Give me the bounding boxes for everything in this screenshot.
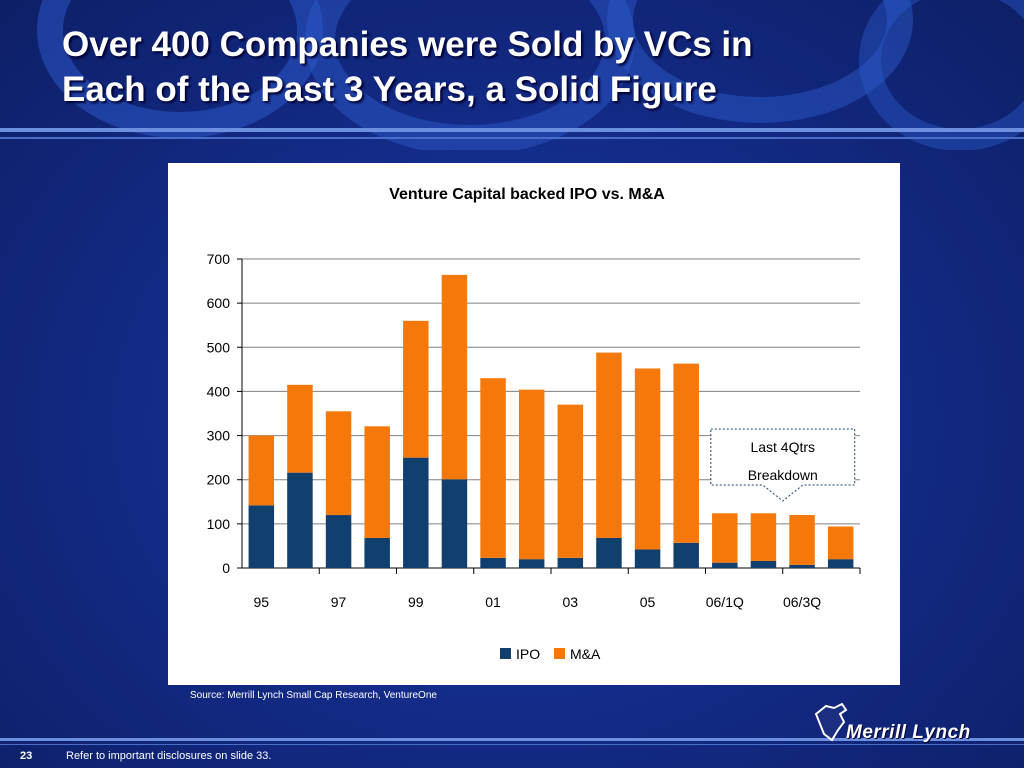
bar-ma: [364, 426, 390, 538]
x-tick-label: 06/1Q: [706, 594, 744, 610]
bar-ipo: [248, 505, 275, 568]
bar-ipo: [673, 542, 699, 568]
title-line-2: Each of the Past 3 Years, a Solid Figure: [62, 70, 717, 109]
logo-text: Merrill Lynch: [846, 722, 971, 743]
page-number: 23: [20, 750, 33, 762]
bar-ma: [557, 404, 584, 558]
bar-ma: [441, 274, 468, 480]
bar-ipo: [789, 564, 815, 568]
bar-ipo: [634, 549, 661, 568]
x-tick-label: 05: [640, 594, 656, 610]
footer-divider-thin: [0, 744, 1024, 745]
merrill-lynch-logo: Merrill Lynch: [812, 700, 1012, 750]
bar-ma: [673, 363, 699, 543]
bull-icon: [814, 702, 848, 742]
bar-ipo: [287, 472, 313, 568]
stacked-bar-chart: Venture Capital backed IPO vs. M&A 0 100 20…: [207, 186, 861, 662]
y-tick-label: 600: [207, 295, 231, 311]
bar-ma: [789, 515, 815, 565]
x-tick-label: 95: [254, 594, 270, 610]
y-tick-label: 200: [207, 472, 231, 488]
source-note: Source: Merrill Lynch Small Cap Research…: [190, 690, 437, 701]
callout-text: Last 4Qtrs: [750, 439, 815, 455]
y-tick-label: 500: [207, 339, 231, 355]
bar-ipo: [441, 479, 468, 568]
bar-ipo: [750, 560, 777, 568]
legend-label-ma: M&A: [570, 646, 601, 662]
bar-ma: [827, 526, 854, 560]
background-swirl: [37, 0, 1024, 150]
bar-ma: [596, 352, 622, 538]
footer-divider: [0, 738, 1024, 741]
bar-ma: [518, 389, 545, 560]
y-tick-label: 300: [207, 428, 231, 444]
x-tick-label: 01: [485, 594, 501, 610]
bar-ipo: [557, 557, 584, 568]
bar-ipo: [827, 559, 854, 568]
bar-ipo: [480, 557, 506, 568]
header-divider: [0, 128, 1024, 132]
header-divider-thin: [0, 137, 1024, 139]
legend-swatch-ma: [554, 648, 565, 659]
bar-ipo: [325, 515, 352, 568]
slide-title: Over 400 Companies were Sold by VCs in E…: [62, 22, 962, 112]
bar-ipo: [596, 537, 622, 568]
bar-ma: [480, 378, 506, 558]
x-tick-label: 99: [408, 594, 424, 610]
y-tick-label: 400: [207, 383, 231, 399]
callout-text: Breakdown: [748, 467, 818, 483]
x-tick-label: 03: [563, 594, 579, 610]
x-tick-label: 97: [331, 594, 347, 610]
bar-ma: [403, 320, 429, 458]
legend-swatch-ipo: [500, 648, 511, 659]
bar-ipo: [403, 457, 429, 568]
bar-ma: [750, 513, 777, 561]
callout-box: [710, 428, 856, 502]
chart-panel: Venture Capital backed IPO vs. M&A 0 100 20…: [168, 163, 900, 685]
x-tick-label: 06/3Q: [783, 594, 821, 610]
bar-ipo: [364, 537, 390, 568]
bar-ma: [287, 384, 313, 473]
bar-ma: [248, 435, 275, 506]
disclaimer-text: Refer to important disclosures on slide …: [66, 750, 272, 762]
y-tick-label: 700: [207, 251, 231, 267]
bar-ma: [634, 368, 661, 550]
y-tick-label: 0: [222, 560, 230, 576]
legend-label-ipo: IPO: [516, 646, 540, 662]
bar-ipo: [518, 559, 545, 568]
bar-ipo: [712, 562, 738, 568]
bar-ma: [712, 513, 738, 563]
y-tick-label: 100: [207, 516, 231, 532]
bar-ma: [325, 411, 352, 516]
title-line-1: Over 400 Companies were Sold by VCs in: [62, 25, 753, 64]
chart-title: Venture Capital backed IPO vs. M&A: [389, 186, 665, 203]
